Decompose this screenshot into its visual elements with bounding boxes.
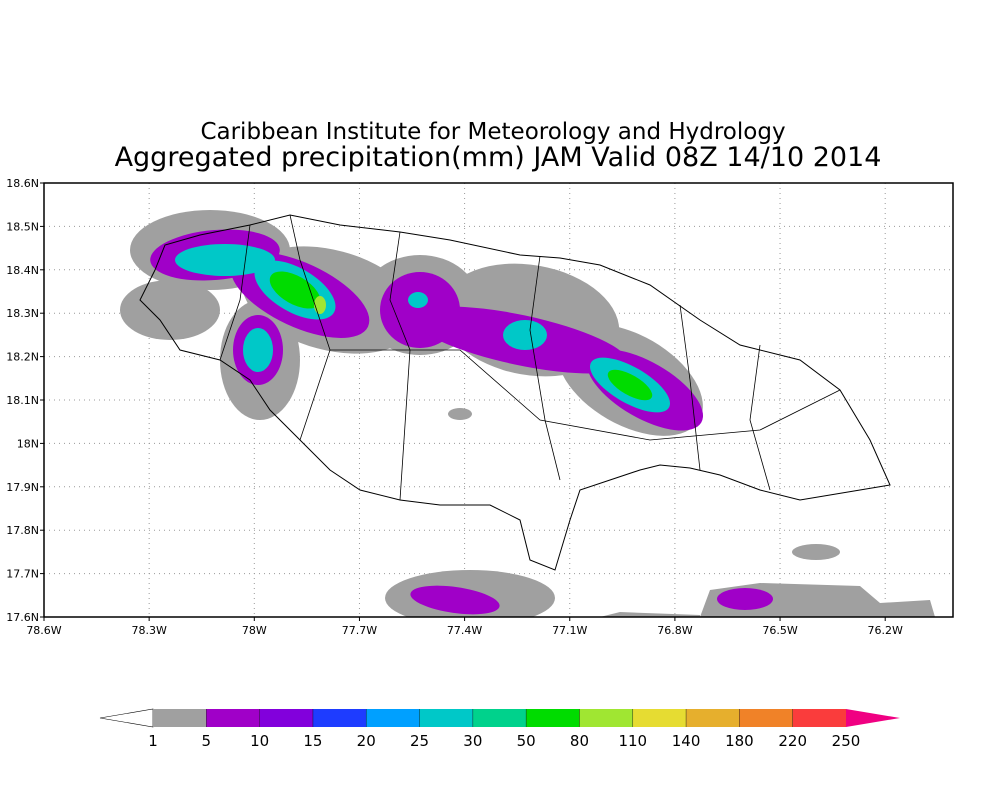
colorbar-box [526, 709, 580, 727]
title-line: Caribbean Institute for Meteorology and … [200, 119, 785, 145]
y-tick-label: 18N [17, 437, 39, 450]
colorbar-box [472, 709, 527, 727]
x-tick-label: 76.2W [868, 624, 903, 637]
y-tick-label: 17.9N [6, 481, 39, 494]
precipitation-field [120, 210, 935, 617]
precip-80-110 [314, 296, 326, 314]
title-line: Aggregated precipitation(mm) JAM Valid 0… [115, 142, 882, 173]
colorbar-label: 25 [410, 732, 429, 750]
y-tick-label: 17.6N [6, 611, 39, 624]
colorbar-box [206, 709, 260, 727]
colorbar-label: 1 [148, 732, 158, 750]
colorbar-box [686, 709, 740, 727]
x-tick-label: 77.1W [552, 624, 587, 637]
colorbar-box [259, 709, 313, 727]
colorbar-label: 110 [618, 732, 647, 750]
colorbar-under [99, 708, 154, 728]
x-tick-label: 76.8W [657, 624, 692, 637]
x-tick-label: 76.5W [762, 624, 797, 637]
colorbar-label: 250 [832, 732, 861, 750]
colorbar-box [366, 709, 420, 727]
y-tick-label: 18.6N [6, 177, 39, 190]
coastline [139, 214, 891, 571]
colorbar-box [312, 709, 367, 727]
colorbar-label: 15 [303, 732, 322, 750]
precip-50-80 [269, 271, 653, 401]
y-tick-label: 17.7N [6, 568, 39, 581]
x-tick-label: 78.6W [26, 624, 61, 637]
x-tick-label: 77.7W [342, 624, 377, 637]
colorbar-over [846, 709, 900, 727]
colorbar-label: 220 [778, 732, 807, 750]
colorbar-label: 140 [672, 732, 701, 750]
y-tick-label: 18.4N [6, 264, 39, 277]
colorbar-label: 180 [725, 732, 754, 750]
x-tick-label: 78W [242, 624, 267, 637]
colorbar-label: 30 [463, 732, 482, 750]
colorbar-box [153, 709, 207, 727]
colorbar-box [739, 709, 793, 727]
colorbar-label: 80 [570, 732, 589, 750]
axes: 78.6W 78.3W 78W 77.7W 77.4W 77.1W 76.8W 76.5W 76… [6, 177, 903, 637]
colorbar-label: 5 [202, 732, 212, 750]
y-tick-label: 18.5N [6, 220, 39, 233]
colorbar-box [579, 709, 633, 727]
colorbar: 1 5 10 15 20 25 30 50 80 110 140 180 220 250 [99, 708, 900, 750]
colorbar-box [792, 709, 846, 727]
colorbar-box [419, 709, 473, 727]
x-tick-label: 77.4W [447, 624, 482, 637]
parish-boundaries [219, 214, 841, 501]
y-tick-label: 18.3N [6, 307, 39, 320]
colorbar-label: 10 [250, 732, 269, 750]
colorbar-box [632, 709, 687, 727]
y-tick-label: 18.2N [6, 351, 39, 364]
y-tick-label: 18.1N [6, 394, 39, 407]
x-tick-label: 78.3W [131, 624, 166, 637]
colorbar-label: 20 [357, 732, 376, 750]
y-tick-label: 17.8N [6, 524, 39, 537]
colorbar-label: 50 [517, 732, 536, 750]
